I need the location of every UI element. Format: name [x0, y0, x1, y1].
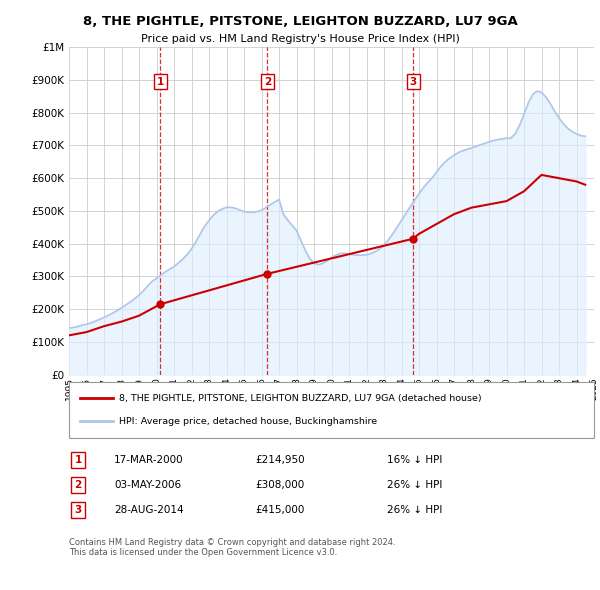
Text: 8, THE PIGHTLE, PITSTONE, LEIGHTON BUZZARD, LU7 9GA (detached house): 8, THE PIGHTLE, PITSTONE, LEIGHTON BUZZA…: [119, 394, 481, 403]
Text: 2: 2: [74, 480, 82, 490]
Text: 3: 3: [74, 505, 82, 514]
Text: £308,000: £308,000: [255, 480, 304, 490]
Text: HPI: Average price, detached house, Buckinghamshire: HPI: Average price, detached house, Buck…: [119, 417, 377, 426]
Text: 3: 3: [409, 77, 416, 87]
Text: Price paid vs. HM Land Registry's House Price Index (HPI): Price paid vs. HM Land Registry's House …: [140, 34, 460, 44]
Text: 17-MAR-2000: 17-MAR-2000: [114, 455, 184, 465]
Text: 1: 1: [74, 455, 82, 465]
Text: 1: 1: [157, 77, 164, 87]
Text: 2: 2: [264, 77, 271, 87]
Text: 8, THE PIGHTLE, PITSTONE, LEIGHTON BUZZARD, LU7 9GA: 8, THE PIGHTLE, PITSTONE, LEIGHTON BUZZA…: [83, 15, 517, 28]
Text: £214,950: £214,950: [255, 455, 305, 465]
Text: £415,000: £415,000: [255, 505, 304, 514]
Text: Contains HM Land Registry data © Crown copyright and database right 2024.
This d: Contains HM Land Registry data © Crown c…: [69, 538, 395, 558]
Text: 26% ↓ HPI: 26% ↓ HPI: [387, 480, 442, 490]
Text: 16% ↓ HPI: 16% ↓ HPI: [387, 455, 442, 465]
Text: 28-AUG-2014: 28-AUG-2014: [114, 505, 184, 514]
Text: 03-MAY-2006: 03-MAY-2006: [114, 480, 181, 490]
Text: 26% ↓ HPI: 26% ↓ HPI: [387, 505, 442, 514]
